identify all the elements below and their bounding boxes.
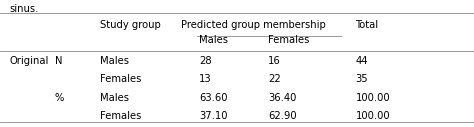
Text: 37.10: 37.10 — [199, 111, 228, 121]
Text: Females: Females — [100, 111, 141, 121]
Text: 44: 44 — [356, 56, 368, 66]
Text: 100.00: 100.00 — [356, 93, 390, 103]
Text: 62.90: 62.90 — [268, 111, 296, 121]
Text: Males: Males — [100, 56, 128, 66]
Text: 35: 35 — [356, 74, 368, 84]
Text: %: % — [55, 93, 64, 103]
Text: 16: 16 — [268, 56, 281, 66]
Text: 28: 28 — [199, 56, 212, 66]
Text: 63.60: 63.60 — [199, 93, 228, 103]
Text: N: N — [55, 56, 62, 66]
Text: 22: 22 — [268, 74, 281, 84]
Text: 100.00: 100.00 — [356, 111, 390, 121]
Text: Predicted group membership: Predicted group membership — [181, 20, 326, 30]
Text: Total: Total — [356, 20, 379, 30]
Text: Study group: Study group — [100, 20, 160, 30]
Text: Females: Females — [268, 35, 309, 45]
Text: Original: Original — [9, 56, 49, 66]
Text: sinus.: sinus. — [9, 4, 39, 14]
Text: Females: Females — [100, 74, 141, 84]
Text: Males: Males — [199, 35, 228, 45]
Text: 13: 13 — [199, 74, 212, 84]
Text: 36.40: 36.40 — [268, 93, 296, 103]
Text: Males: Males — [100, 93, 128, 103]
